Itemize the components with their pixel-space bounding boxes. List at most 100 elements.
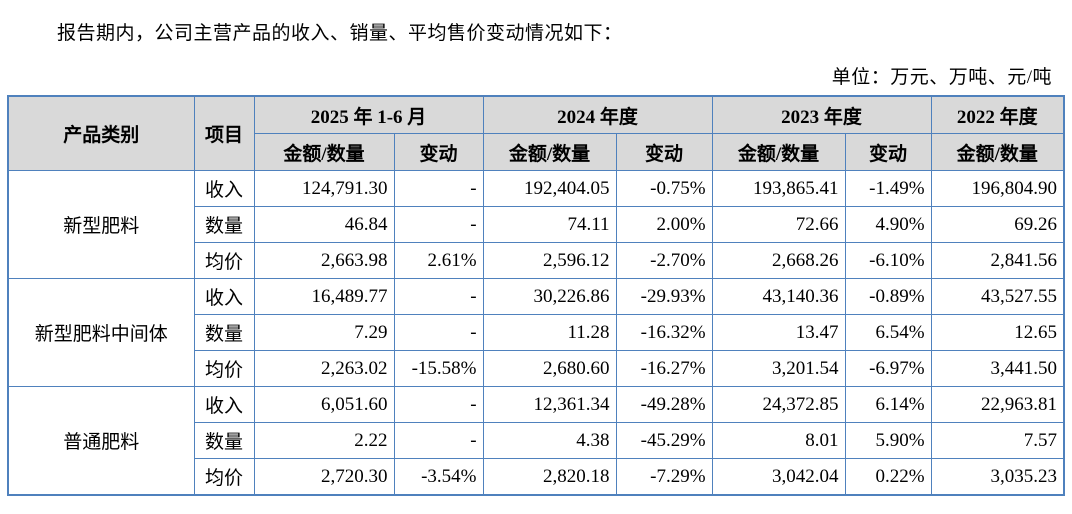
value-cell: 2,668.26 [711,242,846,279]
value-cell: 3,042.04 [711,458,846,496]
value-cell: -7.29% [615,458,713,496]
value-cell: 30,226.86 [482,278,617,315]
value-cell: 2.22 [253,422,395,459]
value-cell: 46.84 [253,206,395,243]
value-cell: -15.58% [393,350,484,387]
value-cell: -1.49% [844,170,932,207]
value-cell: -6.97% [844,350,932,387]
value-cell: 193,865.41 [711,170,846,207]
header-item: 项目 [193,95,255,171]
value-cell: 192,404.05 [482,170,617,207]
header-period-2024: 2024 年度 [482,95,713,134]
value-cell: 2,263.02 [253,350,395,387]
header-amount-2025: 金额/数量 [253,133,395,171]
value-cell: -3.54% [393,458,484,496]
item-cell: 均价 [193,242,255,279]
item-cell: 均价 [193,458,255,496]
item-cell: 数量 [193,422,255,459]
header-amount-2022: 金额/数量 [930,133,1065,171]
value-cell: - [393,422,484,459]
item-cell: 收入 [193,278,255,315]
value-cell: 2.61% [393,242,484,279]
value-cell: 124,791.30 [253,170,395,207]
header-change-2023: 变动 [844,133,932,171]
value-cell: 2,680.60 [482,350,617,387]
value-cell: 196,804.90 [930,170,1065,207]
item-cell: 数量 [193,314,255,351]
value-cell: 0.22% [844,458,932,496]
intro-paragraph: 报告期内，公司主营产品的收入、销量、平均售价变动情况如下： [57,23,623,44]
item-cell: 均价 [193,350,255,387]
value-cell: 6.54% [844,314,932,351]
table-row: 数量 2.22 - 4.38 -45.29% 8.01 5.90% 7.57 [8,422,1065,459]
table-header: 产品类别 项目 2025 年 1-6 月 2024 年度 2023 年度 202… [7,95,1065,171]
value-cell: 69.26 [930,206,1065,243]
header-period-2023: 2023 年度 [711,95,932,134]
table-row: 新型肥料中间体 收入 16,489.77 - 30,226.86 -29.93%… [7,278,1065,387]
item-cell: 收入 [193,170,255,207]
item-cell: 收入 [193,386,255,423]
value-cell: -49.28% [615,386,713,423]
value-cell: 72.66 [711,206,846,243]
value-cell: 2,596.12 [482,242,617,279]
value-cell: -29.93% [615,278,713,315]
value-cell: 5.90% [844,422,932,459]
value-cell: -0.89% [844,278,932,315]
value-cell: 4.90% [844,206,932,243]
table-row: 均价 2,263.02 -15.58% 2,680.60 -16.27% 3,2… [8,350,1065,387]
value-cell: -16.32% [615,314,713,351]
value-cell: 8.01 [711,422,846,459]
category-cell: 新型肥料 [7,170,195,279]
table-row: 均价 2,720.30 -3.54% 2,820.18 -7.29% 3,042… [8,458,1065,496]
value-cell: 22,963.81 [930,386,1065,423]
value-cell: 2,663.98 [253,242,395,279]
header-period-2025: 2025 年 1-6 月 [253,95,484,134]
item-cell: 数量 [193,206,255,243]
value-cell: 4.38 [482,422,617,459]
value-cell: 13.47 [711,314,846,351]
value-cell: 43,140.36 [711,278,846,315]
value-cell: 7.57 [930,422,1065,459]
table-row: 均价 2,663.98 2.61% 2,596.12 -2.70% 2,668.… [8,242,1065,279]
value-cell: 3,441.50 [930,350,1065,387]
product-revenue-table: 产品类别 项目 2025 年 1-6 月 2024 年度 2023 年度 202… [7,95,1066,496]
value-cell: 2,720.30 [253,458,395,496]
value-cell: - [393,206,484,243]
value-cell: - [393,170,484,207]
header-product-category: 产品类别 [7,95,195,171]
header-amount-2024: 金额/数量 [482,133,617,171]
header-row-periods: 产品类别 项目 2025 年 1-6 月 2024 年度 2023 年度 202… [7,95,1065,171]
table-row: 新型肥料 收入 124,791.30 - 192,404.05 -0.75% 1… [7,170,1065,279]
value-cell: 3,035.23 [930,458,1065,496]
value-cell: 3,201.54 [711,350,846,387]
value-cell: 12.65 [930,314,1065,351]
header-row-subcolumns: 金额/数量 变动 金额/数量 变动 金额/数量 变动 金额/数量 [8,133,1065,171]
value-cell: 2,820.18 [482,458,617,496]
value-cell: - [393,386,484,423]
value-cell: - [393,278,484,315]
header-change-2024: 变动 [615,133,713,171]
value-cell: -0.75% [615,170,713,207]
value-cell: - [393,314,484,351]
value-cell: 74.11 [482,206,617,243]
value-cell: 11.28 [482,314,617,351]
header-amount-2023: 金额/数量 [711,133,846,171]
category-cell: 普通肥料 [7,386,195,496]
header-change-2025: 变动 [393,133,484,171]
value-cell: 2.00% [615,206,713,243]
value-cell: -2.70% [615,242,713,279]
category-cell: 新型肥料中间体 [7,278,195,387]
header-period-2022: 2022 年度 [930,95,1065,134]
value-cell: 7.29 [253,314,395,351]
value-cell: -16.27% [615,350,713,387]
value-cell: 12,361.34 [482,386,617,423]
unit-note: 单位：万元、万吨、元/吨 [831,67,1052,88]
value-cell: 43,527.55 [930,278,1065,315]
value-cell: 6.14% [844,386,932,423]
value-cell: -6.10% [844,242,932,279]
value-cell: 24,372.85 [711,386,846,423]
value-cell: 2,841.56 [930,242,1065,279]
table-row: 普通肥料 收入 6,051.60 - 12,361.34 -49.28% 24,… [7,386,1065,496]
value-cell: 6,051.60 [253,386,395,423]
